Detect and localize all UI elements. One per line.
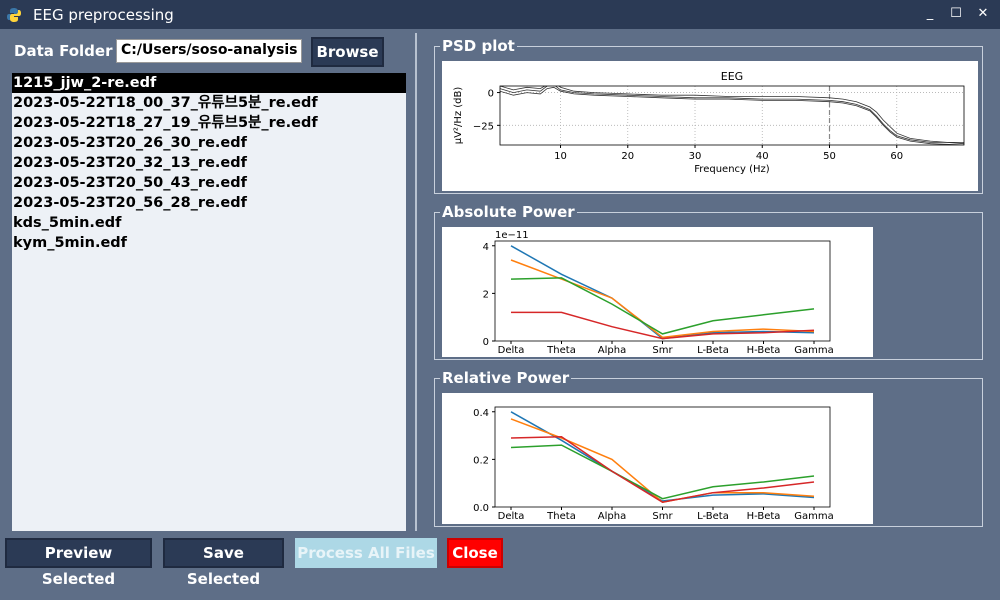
power-series-line: [510, 277, 815, 335]
file-list[interactable]: 1215_jjw_2-re.edf 2023-05-22T18_00_37_유튜브…: [12, 73, 406, 531]
python-icon: [7, 8, 21, 22]
file-list-item[interactable]: 2023-05-23T20_26_30_re.edf: [13, 135, 247, 151]
process-all-files-button[interactable]: Process All Files: [295, 538, 437, 568]
close-button[interactable]: Close: [447, 538, 503, 568]
maximize-button[interactable]: ☐: [950, 6, 962, 21]
power-series-line: [511, 311, 815, 340]
close-window-button[interactable]: ✕: [977, 6, 989, 21]
y-tick-label: 0.0: [473, 503, 489, 514]
file-list-item[interactable]: 1215_jjw_2-re.edf: [12, 73, 406, 93]
x-tick-label: Gamma: [794, 511, 834, 522]
relative-power-chart: 0.0 0.2 0.4 Delta Theta Alpha Smr L-Beta H-Beta G…: [473, 406, 834, 522]
file-list-item[interactable]: kym_5min.edf: [13, 235, 127, 251]
power-series-line: [510, 411, 815, 502]
psd-series-line: [500, 86, 964, 145]
data-folder-label: Data Folder: [14, 42, 113, 60]
save-selected-button[interactable]: Save Selected: [163, 538, 284, 588]
absolute-power-chart: 0 2 4 Delta Theta Alpha Smr L-Beta H-Beta Gamma 1e…: [483, 230, 834, 356]
psd-plot-group: PSD plot EEG 10 20 30 40 50 60 0 −25 Frequency (H…: [434, 37, 983, 194]
x-tick-label: Delta: [498, 345, 525, 356]
y-tick-label: 2: [483, 289, 489, 300]
x-tick-label: Gamma: [794, 345, 834, 356]
x-tick-label: Delta: [498, 511, 525, 522]
file-list-item[interactable]: 2023-05-22T18_00_37_유튜브5분_re.edf: [13, 95, 318, 111]
x-tick-label: 20: [621, 151, 634, 162]
splitter: [415, 33, 417, 531]
x-tick-label: L-Beta: [697, 345, 729, 356]
y-tick-label: 0.4: [473, 408, 489, 419]
plot-frame: [494, 406, 831, 508]
y-tick-label: −25: [473, 121, 494, 132]
power-series-line: [510, 418, 815, 504]
file-list-item[interactable]: 2023-05-23T20_50_43_re.edf: [13, 175, 247, 191]
absolute-power-group: Absolute Power 0 2 4 Delta Theta Alpha Smr L-Be…: [434, 203, 983, 360]
x-tick-label: Theta: [546, 511, 576, 522]
x-tick-label: Alpha: [598, 345, 626, 356]
psd-series-line: [500, 86, 964, 145]
y-axis-label: μV²/Hz (dB): [453, 87, 464, 145]
x-tick-label: L-Beta: [697, 511, 729, 522]
plot-frame: [499, 85, 965, 146]
y-tick-label: 0.2: [473, 455, 489, 466]
window-title: EEG preprocessing: [33, 6, 174, 24]
relative-power-group: Relative Power 0.0 0.2 0.4 Delta Theta Alpha S…: [434, 369, 983, 527]
title-bar: EEG preprocessing _ ☐ ✕: [0, 0, 1000, 29]
file-list-item[interactable]: 2023-05-23T20_32_13_re.edf: [13, 155, 247, 171]
psd-plot-title: PSD plot: [440, 37, 517, 55]
x-tick-label: Smr: [652, 345, 673, 356]
x-tick-label: 60: [890, 151, 903, 162]
browse-button[interactable]: Browse: [311, 37, 384, 67]
psd-chart: EEG 10 20 30 40 50 60 0 −25 Frequency (Hz) μV²/Hz …: [453, 70, 965, 175]
file-list-item[interactable]: kds_5min.edf: [13, 215, 122, 231]
x-axis-label: Frequency (Hz): [694, 164, 770, 175]
x-tick-label: 30: [689, 151, 702, 162]
x-tick-label: 10: [554, 151, 567, 162]
data-folder-input[interactable]: C:/Users/soso-analysis: [116, 39, 302, 63]
x-tick-label: Alpha: [598, 511, 626, 522]
plot-frame: [494, 240, 831, 342]
relative-power-title: Relative Power: [440, 369, 572, 387]
minimize-button[interactable]: _: [926, 6, 934, 21]
y-tick-label: 0: [488, 89, 494, 100]
power-series-line: [510, 245, 815, 340]
file-list-item[interactable]: 2023-05-23T20_56_28_re.edf: [13, 195, 247, 211]
x-tick-label: H-Beta: [747, 511, 781, 522]
absolute-power-title: Absolute Power: [440, 203, 577, 221]
x-tick-label: Theta: [546, 345, 576, 356]
preview-selected-button[interactable]: Preview Selected: [5, 538, 152, 588]
file-list-item[interactable]: 2023-05-22T18_27_19_유튜브5분_re.edf: [13, 115, 318, 131]
y-tick-label: 0: [483, 337, 489, 348]
x-tick-label: 50: [823, 151, 836, 162]
y-tick-label: 4: [483, 242, 489, 253]
psd-series-line: [500, 86, 964, 143]
x-tick-label: Smr: [652, 511, 673, 522]
power-series-line: [510, 436, 815, 503]
x-tick-label: H-Beta: [747, 345, 781, 356]
power-series-line: [510, 444, 815, 500]
x-tick-label: 40: [756, 151, 769, 162]
chart-title: EEG: [721, 70, 743, 83]
power-series-line: [510, 259, 815, 339]
offset-label: 1e−11: [495, 230, 529, 241]
